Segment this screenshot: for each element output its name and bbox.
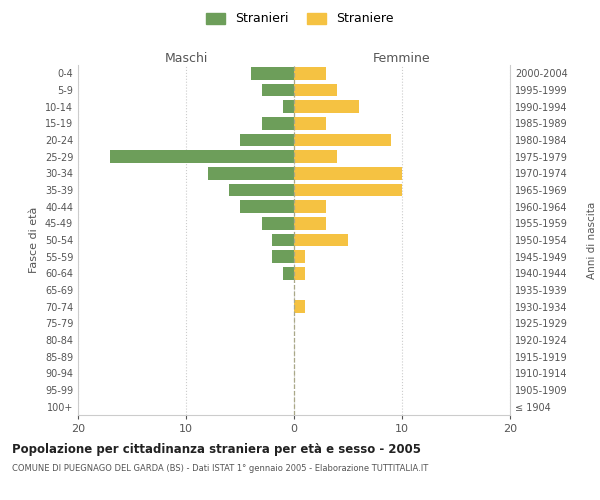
Bar: [294, 267, 305, 280]
Text: Anni di nascita: Anni di nascita: [587, 202, 597, 278]
Bar: [283, 100, 294, 113]
Bar: [294, 167, 402, 179]
Text: Maschi: Maschi: [164, 52, 208, 65]
Bar: [229, 184, 294, 196]
Bar: [283, 267, 294, 280]
Text: Femmine: Femmine: [373, 52, 431, 65]
Bar: [294, 100, 359, 113]
Bar: [262, 84, 294, 96]
Legend: Stranieri, Straniere: Stranieri, Straniere: [203, 8, 397, 29]
Bar: [240, 134, 294, 146]
Bar: [294, 67, 326, 80]
Bar: [208, 167, 294, 179]
Bar: [294, 217, 326, 230]
Bar: [294, 234, 348, 246]
Bar: [294, 117, 326, 130]
Bar: [262, 117, 294, 130]
Bar: [294, 184, 402, 196]
Bar: [262, 217, 294, 230]
Bar: [110, 150, 294, 163]
Bar: [294, 250, 305, 263]
Bar: [294, 84, 337, 96]
Bar: [240, 200, 294, 213]
Bar: [294, 200, 326, 213]
Bar: [294, 300, 305, 313]
Bar: [294, 134, 391, 146]
Text: Popolazione per cittadinanza straniera per età e sesso - 2005: Popolazione per cittadinanza straniera p…: [12, 442, 421, 456]
Bar: [294, 150, 337, 163]
Y-axis label: Fasce di età: Fasce di età: [29, 207, 39, 273]
Text: COMUNE DI PUEGNAGO DEL GARDA (BS) - Dati ISTAT 1° gennaio 2005 - Elaborazione TU: COMUNE DI PUEGNAGO DEL GARDA (BS) - Dati…: [12, 464, 428, 473]
Bar: [272, 234, 294, 246]
Bar: [272, 250, 294, 263]
Bar: [251, 67, 294, 80]
